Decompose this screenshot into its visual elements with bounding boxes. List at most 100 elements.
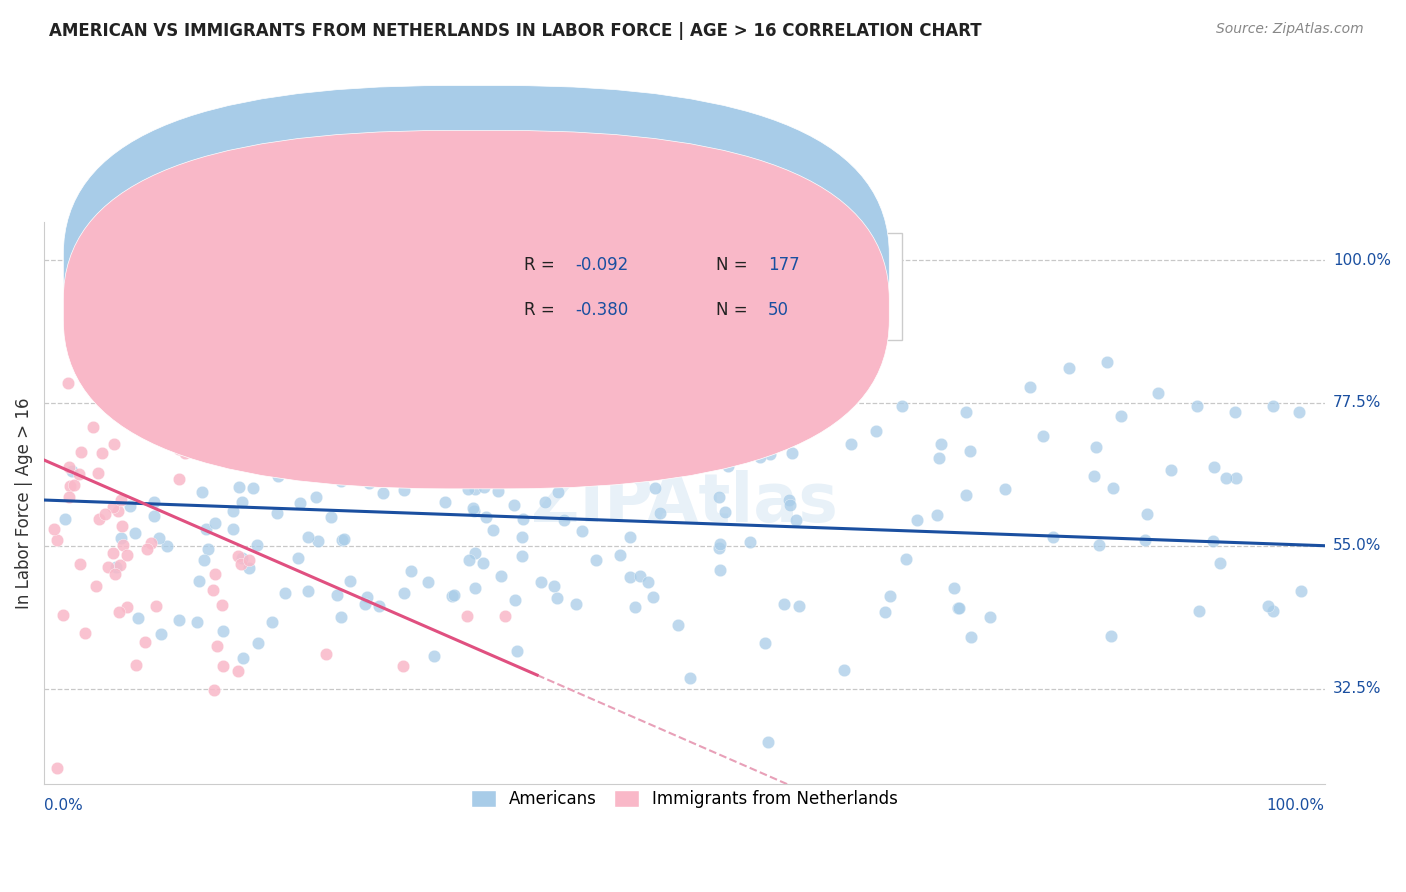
Point <box>619 570 641 584</box>
Point <box>94 508 117 522</box>
Point <box>290 339 312 353</box>
Point <box>122 400 145 414</box>
Point <box>666 617 689 632</box>
Text: AMERICAN VS IMMIGRANTS FROM NETHERLANDS IN LABOR FORCE | AGE > 16 CORRELATION CH: AMERICAN VS IMMIGRANTS FROM NETHERLANDS … <box>49 22 981 40</box>
Point <box>1133 533 1156 547</box>
Point <box>434 495 457 509</box>
Point <box>929 437 952 451</box>
Point <box>533 495 555 509</box>
Text: N =: N = <box>717 256 754 274</box>
Point <box>458 552 481 566</box>
Point <box>149 417 172 431</box>
Point <box>97 560 120 574</box>
Point <box>489 569 512 583</box>
Point <box>125 658 148 673</box>
Point <box>323 416 346 430</box>
Point <box>60 464 83 478</box>
Point <box>195 522 218 536</box>
Text: 100.0%: 100.0% <box>1267 797 1324 813</box>
Point <box>202 391 225 405</box>
Point <box>1085 440 1108 454</box>
Point <box>1099 629 1122 643</box>
Text: ZIPAtlas: ZIPAtlas <box>531 470 838 536</box>
Point <box>333 532 356 546</box>
FancyBboxPatch shape <box>63 86 889 444</box>
Point <box>1257 599 1279 613</box>
Point <box>1160 462 1182 476</box>
Point <box>737 431 759 445</box>
Point <box>228 480 250 494</box>
Point <box>58 376 80 391</box>
Point <box>167 613 190 627</box>
Point <box>359 476 381 491</box>
Point <box>87 466 110 480</box>
Point <box>422 648 444 663</box>
Point <box>174 446 197 460</box>
Point <box>262 615 284 629</box>
Point <box>779 498 801 512</box>
Point <box>212 624 235 639</box>
Point <box>709 563 731 577</box>
Point <box>1187 604 1209 618</box>
Point <box>211 598 233 612</box>
Point <box>547 484 569 499</box>
Point <box>512 512 534 526</box>
Point <box>571 524 593 538</box>
Point <box>1019 380 1042 394</box>
Point <box>907 513 929 527</box>
Point <box>392 483 415 498</box>
Point <box>1209 556 1232 570</box>
Point <box>267 469 290 483</box>
Point <box>534 468 557 483</box>
Point <box>928 450 950 465</box>
Point <box>145 599 167 613</box>
Point <box>59 479 82 493</box>
Point <box>464 546 486 560</box>
Point <box>333 449 356 463</box>
Point <box>643 590 665 604</box>
Point <box>231 558 253 572</box>
Point <box>53 511 76 525</box>
Point <box>110 493 132 508</box>
Point <box>1057 361 1080 376</box>
Text: -0.092: -0.092 <box>575 256 628 274</box>
Point <box>104 566 127 581</box>
Point <box>311 379 333 393</box>
Point <box>624 599 647 614</box>
Point <box>946 601 969 615</box>
Point <box>399 564 422 578</box>
Point <box>1136 508 1159 522</box>
Point <box>707 541 730 555</box>
Point <box>650 506 672 520</box>
Point <box>212 659 235 673</box>
Point <box>150 626 173 640</box>
Point <box>307 533 329 548</box>
Point <box>1032 429 1054 443</box>
Point <box>204 567 226 582</box>
Point <box>740 534 762 549</box>
FancyBboxPatch shape <box>63 130 889 489</box>
Point <box>134 635 156 649</box>
Point <box>776 431 799 445</box>
Point <box>63 478 86 492</box>
FancyBboxPatch shape <box>415 234 903 340</box>
Point <box>111 519 134 533</box>
Point <box>405 452 427 467</box>
Point <box>299 452 322 467</box>
Text: 100.0%: 100.0% <box>1333 252 1391 268</box>
Point <box>285 440 308 454</box>
Point <box>228 664 250 678</box>
Point <box>108 605 131 619</box>
Point <box>456 608 478 623</box>
Point <box>516 266 538 280</box>
Point <box>609 549 631 563</box>
Text: Source: ZipAtlas.com: Source: ZipAtlas.com <box>1216 22 1364 37</box>
Point <box>202 583 225 598</box>
Y-axis label: In Labor Force | Age > 16: In Labor Force | Age > 16 <box>15 397 32 608</box>
Point <box>101 500 124 514</box>
Text: 50: 50 <box>768 301 789 318</box>
Point <box>530 575 553 590</box>
Point <box>773 597 796 611</box>
Point <box>141 535 163 549</box>
Point <box>274 586 297 600</box>
